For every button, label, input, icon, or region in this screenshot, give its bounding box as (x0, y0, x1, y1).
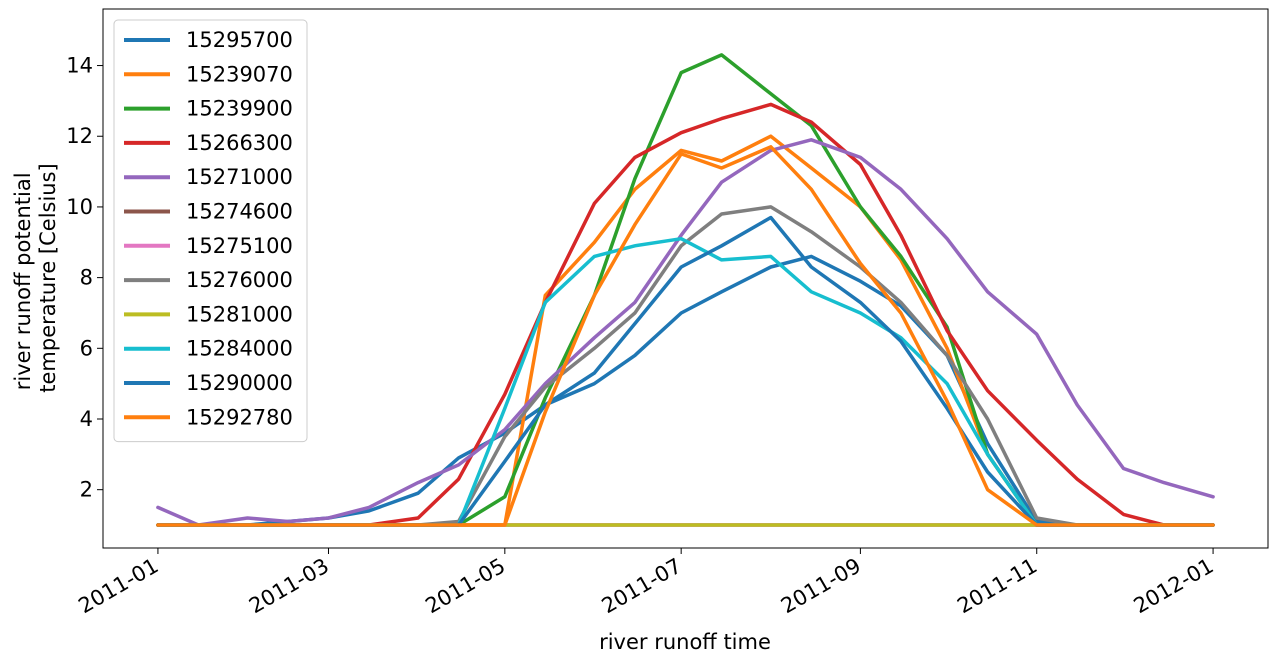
y-tick-label: 6 (80, 336, 93, 360)
x-axis-label: river runoff time (599, 630, 771, 654)
y-axis: 2 4 6 8 10 12 14 (66, 54, 103, 502)
legend-label-15239900: 15239900 (186, 97, 293, 121)
y-axis-label: river runoff potential temperature [Cels… (11, 163, 60, 393)
y-tick-label: 10 (66, 195, 93, 219)
x-tick-label: 2011-05 (421, 554, 509, 619)
legend-label-15239070: 15239070 (186, 62, 293, 86)
series-line-15290000 (156, 215, 1215, 527)
series-lines (156, 53, 1215, 527)
legend-label-15290000: 15290000 (186, 371, 293, 395)
x-tick-label: 2011-07 (598, 554, 686, 619)
series-line-15266300 (156, 102, 1215, 527)
y-tick-label: 12 (66, 124, 93, 148)
series-line-15239900 (156, 53, 1215, 527)
x-tick-label: 2011-09 (777, 554, 865, 619)
series-line-15292780 (156, 145, 1215, 527)
legend-label-15276000: 15276000 (186, 268, 293, 292)
x-tick-label: 2011-01 (74, 554, 162, 619)
legend-label-15274600: 15274600 (186, 200, 293, 224)
x-tick-label: 2012-01 (1130, 554, 1218, 619)
y-axis-label-line-1: river runoff potential (11, 172, 35, 390)
x-tick-label: 2011-11 (953, 554, 1041, 619)
x-tick-label: 2011-03 (245, 554, 333, 619)
legend-box (113, 19, 308, 443)
y-tick-label: 8 (80, 266, 93, 290)
legend-label-15275100: 15275100 (186, 234, 293, 258)
series-line-15271000 (156, 138, 1215, 527)
legend-label-15266300: 15266300 (186, 131, 293, 155)
legend-label-15284000: 15284000 (186, 337, 293, 361)
legend-label-15295700: 15295700 (186, 28, 293, 52)
legend-label-15281000: 15281000 (186, 302, 293, 326)
legend-label-15271000: 15271000 (186, 165, 293, 189)
x-axis: 2011-01 2011-03 2011-05 2011-07 2011-09 2011-… (74, 548, 1218, 619)
series-line-15239070 (156, 134, 1215, 527)
plot-area-frame (102, 8, 1269, 549)
legend-label-15292780: 15292780 (186, 405, 293, 429)
y-axis-label-line-2: temperature [Celsius] (36, 163, 60, 393)
y-tick-label: 4 (80, 407, 93, 431)
series-line-15295700 (156, 254, 1215, 527)
series-line-15284000 (156, 236, 1215, 527)
y-tick-label: 14 (66, 54, 93, 78)
y-tick-label: 2 (80, 478, 93, 502)
legend: 15295700 15239070 15239900 15266300 15271000… (113, 19, 308, 443)
